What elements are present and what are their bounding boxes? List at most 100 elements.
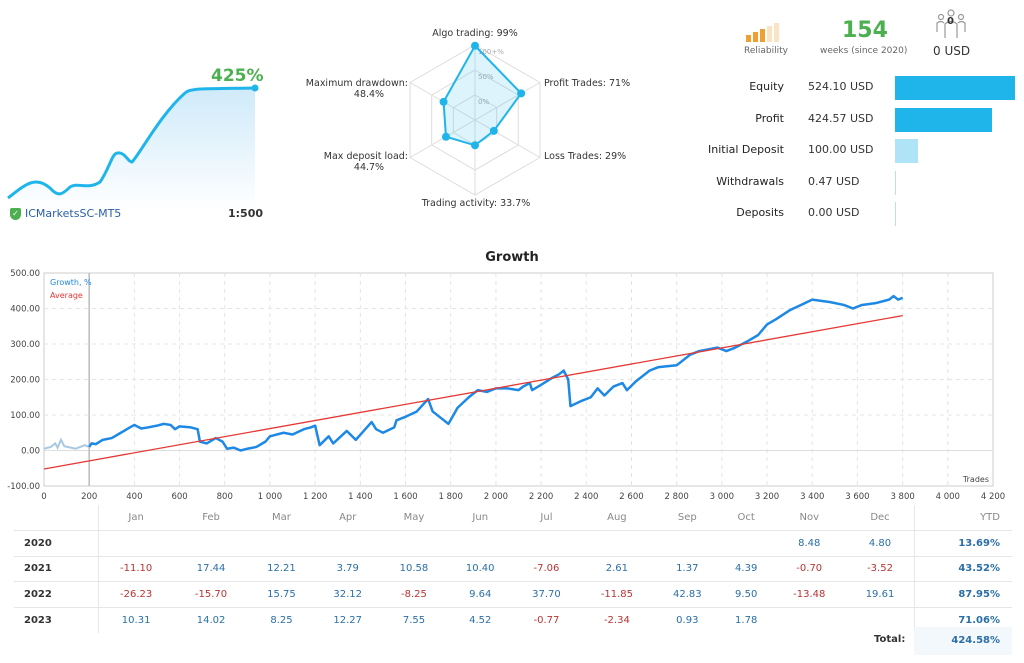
month-value: -26.23: [98, 581, 174, 607]
y-tick-label: 100.00: [10, 411, 40, 421]
value: 48.4%: [353, 89, 385, 100]
x-tick-label: 4 200: [981, 492, 1005, 502]
radar-point: [441, 132, 450, 141]
ytd-value: 43.52%: [913, 555, 1012, 582]
stat-value: 424.57 USD: [808, 111, 874, 125]
month-value: -2.34: [579, 606, 655, 633]
radar-label-loss: Loss Trades: 29%: [544, 151, 627, 162]
month-value: 19.61: [846, 581, 914, 607]
x-tick-label: 3 600: [845, 492, 869, 502]
reliability-label: Reliability: [744, 46, 788, 56]
table-row: 2020 8.48 4.80 13.69%: [14, 530, 1012, 556]
x-tick-label: 3 400: [800, 492, 824, 502]
x-tick-label: 1 400: [348, 492, 372, 502]
month-value: 9.64: [447, 581, 514, 607]
month-value: 8.48: [771, 530, 847, 556]
label: Max deposit load:: [323, 151, 408, 162]
broker-link[interactable]: ✓ ICMarketsSC-MT5: [10, 207, 121, 220]
month-value: 15.75: [248, 581, 315, 607]
x-tick-label: 3 000: [710, 492, 734, 502]
month-value: -0.70: [771, 555, 847, 582]
x-tick-label: 1 800: [439, 492, 463, 502]
month-value: 4.80: [846, 530, 914, 556]
total-gain: 425%: [211, 66, 264, 86]
growth-sparkline: [7, 84, 259, 210]
table-row: 2022 -26.23 -15.70 15.75 32.12 -8.25 9.64 37.70…: [14, 581, 1012, 607]
total-value: 424.58%: [914, 627, 1012, 655]
month-value: 4.39: [720, 555, 772, 582]
month-value: 14.02: [173, 606, 249, 633]
label: Maximum drawdown:: [305, 78, 408, 89]
year-cell: 2022: [14, 581, 99, 607]
month-header: Aug: [607, 512, 627, 523]
radar-label-deposit-load: Max deposit load: 44.7%: [300, 151, 408, 173]
stat-bar: [895, 170, 896, 195]
stat-value: 0.00 USD: [808, 206, 860, 219]
year-cell: 2021: [14, 555, 99, 582]
month-header: Oct: [737, 512, 755, 523]
month-value: 1.37: [654, 555, 721, 582]
legend-growth: Growth, %: [50, 278, 92, 287]
x-tick-label: 1 200: [303, 492, 327, 502]
legend-average: Average: [50, 291, 83, 300]
month-value: [771, 606, 847, 633]
month-value: 37.70: [513, 581, 580, 607]
month-value: 1.78: [720, 606, 772, 633]
table-row: 2021 -11.10 17.44 12.21 3.79 10.58 10.40 -7.06 2…: [14, 555, 1012, 582]
x-tick-label: 400: [126, 492, 142, 502]
x-tick-label: 3 200: [755, 492, 779, 502]
ytd-value: 13.69%: [913, 530, 1012, 556]
stat-bar: [895, 107, 993, 132]
reliability-icon: [746, 22, 779, 42]
stat-row-initial-deposit: Initial Deposit 100.00 USD: [700, 139, 1024, 163]
month-value: [380, 530, 448, 556]
radar-chart: 100+% 50% 0%: [409, 41, 541, 196]
month-value: 17.44: [173, 555, 249, 582]
month-value: -8.25: [380, 581, 448, 607]
growth-line-pre: [43, 437, 90, 450]
month-value: [654, 530, 721, 556]
x-tick-label: 2 000: [484, 492, 508, 502]
leverage: 1:500: [228, 207, 264, 220]
month-value: 0.93: [654, 606, 721, 633]
table-row: 2023 10.31 14.02 8.25 12.27 7.55 4.52 -0.77 -2.3…: [14, 606, 1012, 633]
month-value: 10.31: [98, 606, 174, 633]
growth-line: [88, 294, 904, 452]
ytd-value: 87.95%: [913, 581, 1012, 607]
growth-chart: 0 200 400 600 800 1 000 1 200 1 400 1 600 1 800 2 …: [7, 269, 1005, 502]
month-value: -11.85: [579, 581, 655, 607]
month-value: 12.21: [248, 555, 315, 582]
month-value: -7.06: [513, 555, 580, 582]
radar-label-activity: Trading activity: 33.7%: [421, 198, 531, 209]
month-value: 10.40: [447, 555, 514, 582]
month-value: [720, 530, 772, 556]
x-tick-label: 1 000: [258, 492, 282, 502]
year-cell: 2020: [14, 530, 99, 556]
x-tick-label: 2 600: [619, 492, 643, 502]
month-value: [248, 530, 315, 556]
y-tick-label: 400.00: [10, 305, 40, 315]
radar-point: [439, 97, 448, 106]
radar-label-profit: Profit Trades: 71%: [544, 78, 631, 89]
month-header: Apr: [339, 512, 357, 523]
radar-spoke: [474, 119, 541, 158]
x-axis-label: Trades: [962, 475, 989, 484]
month-value: [173, 530, 249, 556]
month-header: YTD: [913, 505, 1012, 531]
stat-value: 524.10 USD: [808, 80, 874, 93]
y-tick-label: 300.00: [10, 340, 40, 350]
stat-value: 100.00 USD: [808, 143, 874, 156]
month-header: May: [403, 512, 425, 523]
stat-bar: [895, 202, 896, 226]
month-value: 42.83: [654, 581, 721, 607]
month-value: [513, 530, 580, 556]
radar-label-algo: Algo trading: 99%: [432, 28, 518, 39]
month-header: Mar: [272, 512, 291, 523]
radar-point: [471, 41, 479, 50]
verified-shield-icon: ✓: [10, 207, 21, 220]
stat-label: Equity: [749, 80, 784, 93]
month-value: -15.70: [173, 581, 249, 607]
month-header: Jul: [540, 512, 553, 523]
x-tick-label: 2 400: [574, 492, 598, 502]
month-value: [579, 530, 655, 556]
